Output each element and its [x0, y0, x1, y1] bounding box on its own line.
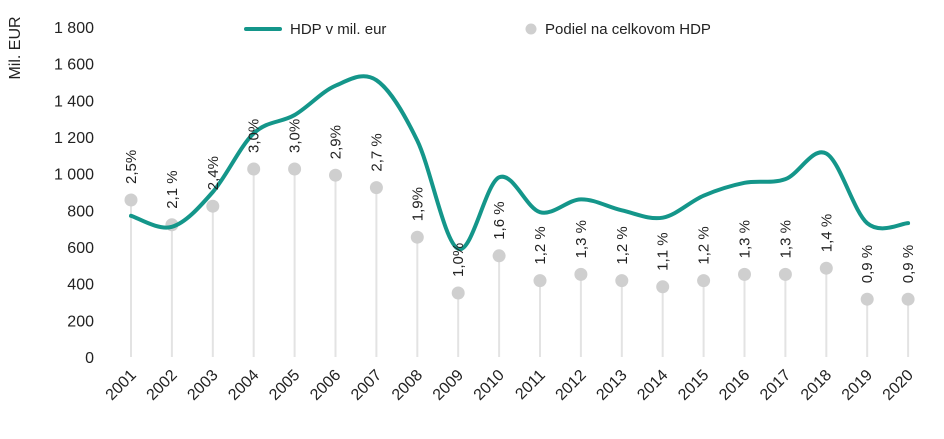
share-dot: [451, 286, 465, 300]
share-dot: [410, 230, 424, 244]
x-tick-label: 2015: [675, 367, 712, 404]
x-tick-label: 2013: [593, 367, 630, 404]
x-tick-label: 2010: [471, 367, 508, 404]
gdp-line-series: [129, 74, 911, 251]
x-tick-label: 2007: [348, 367, 385, 404]
y-tick-label: 0: [85, 350, 94, 367]
share-dots: [124, 162, 915, 306]
y-tick-label: 600: [67, 240, 94, 257]
x-tick-label: 2009: [430, 367, 467, 404]
legend-label-gdp: HDP v mil. eur: [290, 21, 386, 38]
share-label: 1,3 %: [573, 220, 590, 258]
share-label: 3,0%: [246, 119, 263, 153]
share-label: 2,7 %: [368, 133, 385, 171]
x-tick-label: 2006: [307, 367, 344, 404]
y-tick-label: 800: [67, 203, 94, 220]
y-tick-label: 1 800: [54, 20, 94, 37]
x-tick-label: 2005: [266, 367, 303, 404]
x-tick-label: 2018: [798, 367, 835, 404]
y-tick-label: 1 600: [54, 57, 94, 74]
share-label: 0,9 %: [859, 245, 876, 283]
share-labels: 2,5% 2,1 % 2,4% 3,0% 3,0% 2,9% 2,7 % 1,9% 1,0% 1,…: [123, 119, 917, 283]
share-dot: [901, 292, 915, 306]
share-label: 2,5%: [123, 150, 140, 184]
y-axis: 0 200 400 600 800 1 000 1 200 1 400 1 600 1 800: [54, 20, 94, 367]
legend: HDP v mil. eur Podiel na celkovom HDP: [244, 21, 711, 38]
legend-dot-swatch: [525, 23, 537, 35]
y-tick-label: 1 000: [54, 167, 94, 184]
share-dot: [574, 267, 588, 281]
y-tick-label: 1 200: [54, 130, 94, 147]
share-dot: [697, 274, 711, 288]
share-label: 1,1 %: [655, 232, 672, 270]
x-tick-label: 2011: [512, 367, 548, 403]
share-label: 2,9%: [328, 125, 345, 159]
share-dot: [656, 280, 670, 294]
share-label: 0,9 %: [900, 245, 917, 283]
share-stems: [130, 169, 910, 357]
share-dot: [329, 168, 342, 182]
share-label: 3,0%: [287, 119, 304, 153]
share-label: 2,1 %: [164, 170, 181, 208]
share-dot: [492, 249, 506, 263]
x-axis: 2001 2002 2003 2004 2005 2006 2007 2008 2009 2010…: [103, 367, 917, 404]
share-label: 1,3 %: [777, 220, 794, 258]
share-label: 1,0%: [450, 243, 467, 277]
share-dot: [819, 261, 833, 275]
x-tick-label: 2003: [184, 367, 221, 404]
share-dot: [533, 274, 547, 288]
share-dot: [615, 274, 629, 288]
y-tick-label: 200: [67, 313, 94, 330]
x-tick-label: 2012: [553, 367, 590, 404]
share-label: 1,2 %: [696, 226, 713, 264]
share-label: 1,3 %: [737, 220, 754, 258]
x-tick-label: 2002: [144, 367, 181, 404]
share-dot: [369, 181, 383, 195]
share-label: 1,2 %: [614, 226, 631, 264]
x-tick-label: 2019: [839, 367, 876, 404]
share-label: 2,4%: [205, 156, 222, 190]
x-tick-label: 2014: [634, 367, 671, 404]
x-tick-label: 2004: [225, 367, 262, 404]
gdp-line: [129, 74, 911, 251]
share-label: 1,6 %: [491, 201, 508, 239]
x-tick-label: 2001: [103, 367, 140, 404]
x-tick-label: 2017: [757, 367, 794, 404]
share-dot: [124, 193, 138, 207]
share-dot: [738, 267, 751, 281]
share-label: 1,2 %: [532, 226, 549, 264]
y-axis-title: Mil. EUR: [7, 16, 24, 79]
share-dot: [288, 162, 302, 176]
share-label: 1,4 %: [818, 214, 835, 252]
share-dot: [860, 292, 874, 306]
share-label: 1,9%: [409, 187, 426, 221]
y-tick-label: 1 400: [54, 93, 94, 110]
x-tick-label: 2020: [880, 367, 917, 404]
share-dot: [778, 267, 792, 281]
x-tick-label: 2008: [389, 367, 426, 404]
x-tick-label: 2016: [716, 367, 753, 404]
y-tick-label: 400: [67, 277, 94, 294]
share-dot: [206, 199, 220, 213]
legend-label-share: Podiel na celkovom HDP: [545, 21, 711, 38]
share-dot: [247, 162, 261, 176]
